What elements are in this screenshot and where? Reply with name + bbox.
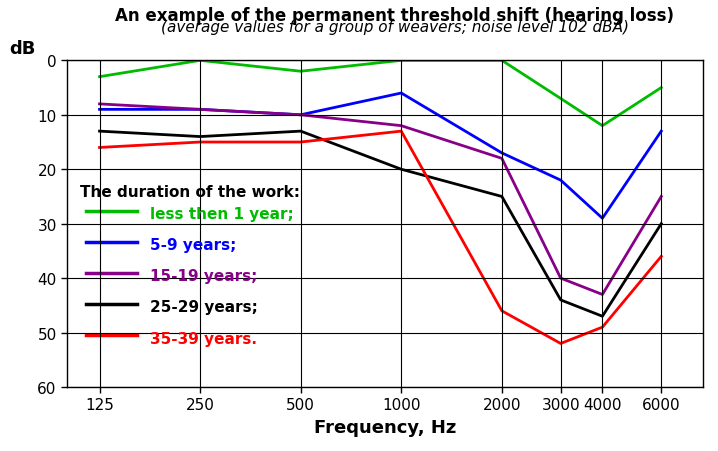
Text: 35-39 years.: 35-39 years. xyxy=(150,331,257,346)
Text: (average values for a group of weavers; noise level 102 dBA): (average values for a group of weavers; … xyxy=(161,20,629,35)
Text: less then 1 year;: less then 1 year; xyxy=(150,207,294,222)
Text: dB: dB xyxy=(9,40,36,58)
Text: An example of the permanent threshold shift (hearing loss): An example of the permanent threshold sh… xyxy=(116,7,674,25)
Text: 25-29 years;: 25-29 years; xyxy=(150,300,258,315)
Text: 15-19 years;: 15-19 years; xyxy=(150,269,257,284)
X-axis label: Frequency, Hz: Frequency, Hz xyxy=(314,418,456,436)
Text: 5-9 years;: 5-9 years; xyxy=(150,238,236,253)
Text: The duration of the work:: The duration of the work: xyxy=(80,185,300,200)
